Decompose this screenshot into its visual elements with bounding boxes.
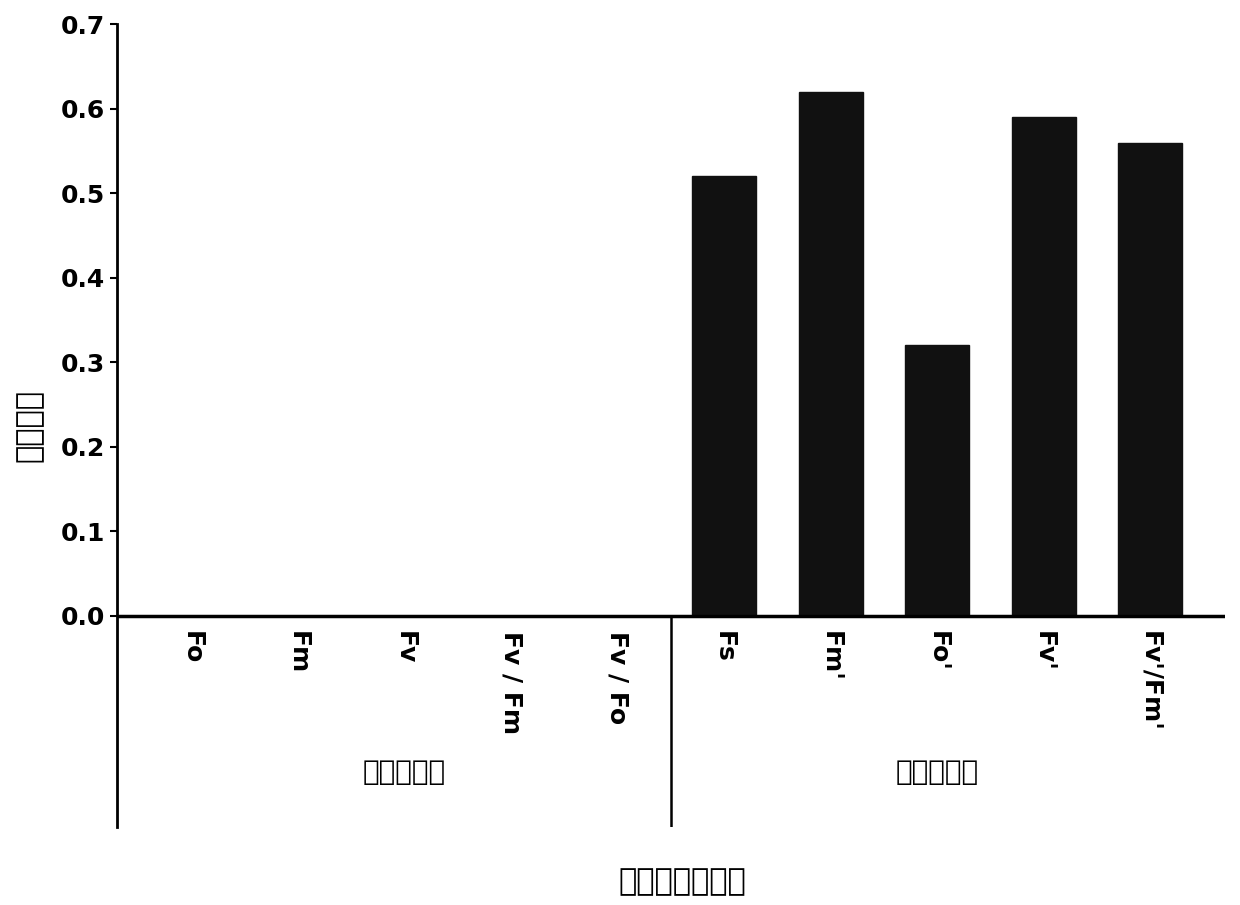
Text: Fm': Fm' [818, 631, 843, 681]
Bar [799, 92, 863, 615]
Text: Fv / Fo: Fv / Fo [605, 631, 630, 724]
Bar [1118, 143, 1183, 615]
Bar [905, 346, 970, 615]
Text: Fv': Fv' [1032, 631, 1055, 672]
Bar [1012, 118, 1076, 615]
Text: Fv / Fm: Fv / Fm [498, 631, 523, 734]
Text: 叶绿素荧光参数: 叶绿素荧光参数 [618, 867, 746, 896]
Bar [692, 176, 756, 615]
Text: Fv: Fv [393, 631, 417, 664]
Text: Fs: Fs [712, 631, 737, 662]
Text: Fv'/Fm': Fv'/Fm' [1138, 631, 1162, 731]
Text: 暗反应参数: 暗反应参数 [363, 757, 446, 786]
Text: 光反应参数: 光反应参数 [895, 757, 978, 786]
Text: Fo: Fo [180, 631, 203, 664]
Text: Fo': Fo' [925, 631, 950, 672]
Y-axis label: 相关系数: 相关系数 [15, 389, 43, 462]
Text: Fm: Fm [286, 631, 310, 674]
